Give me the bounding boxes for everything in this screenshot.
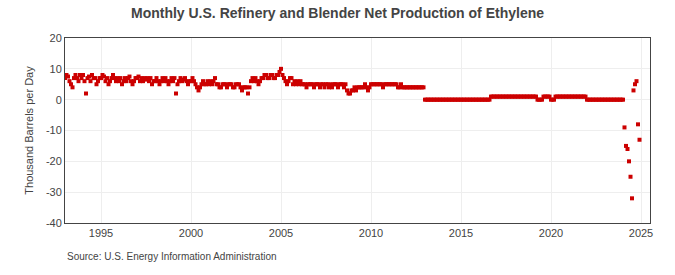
svg-text:Monthly U.S. Refinery and Blen: Monthly U.S. Refinery and Blender Net Pr… — [131, 5, 544, 21]
svg-text:2025: 2025 — [629, 227, 653, 239]
svg-text:2000: 2000 — [179, 227, 203, 239]
svg-text:2005: 2005 — [269, 227, 293, 239]
svg-text:10: 10 — [50, 63, 62, 75]
svg-text:2015: 2015 — [449, 227, 473, 239]
svg-text:Thousand Barrels per Day: Thousand Barrels per Day — [23, 66, 35, 195]
svg-text:-10: -10 — [46, 124, 62, 136]
svg-text:2010: 2010 — [359, 227, 383, 239]
svg-text:-20: -20 — [46, 155, 62, 167]
svg-text:20: 20 — [50, 32, 62, 44]
svg-text:-30: -30 — [46, 186, 62, 198]
svg-text:2020: 2020 — [539, 227, 563, 239]
svg-text:1995: 1995 — [89, 227, 113, 239]
svg-text:Source: U.S. Energy Informatio: Source: U.S. Energy Information Administ… — [67, 251, 277, 262]
svg-text:0: 0 — [56, 94, 62, 106]
svg-text:-40: -40 — [46, 217, 62, 229]
